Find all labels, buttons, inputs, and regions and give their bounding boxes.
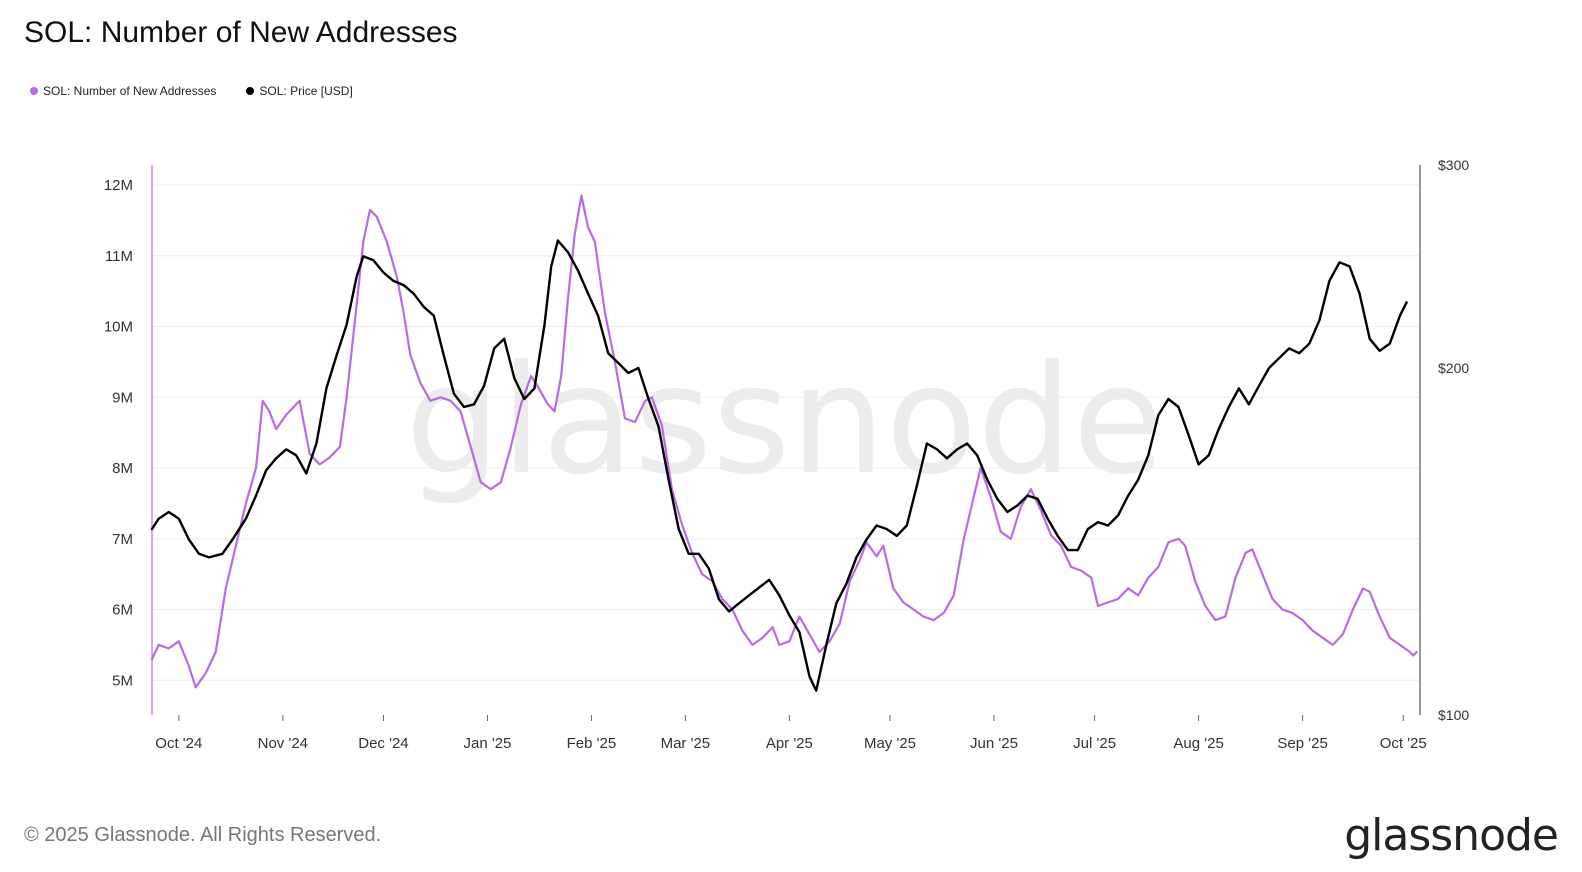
x-tick-label: Oct '25 <box>1380 735 1427 752</box>
y-left-tick-label: 10M <box>104 319 133 336</box>
x-tick-label: Sep '25 <box>1277 735 1327 752</box>
y-left-tick-label: 8M <box>112 460 133 477</box>
y-left-tick-label: 11M <box>105 248 133 265</box>
y-right-tick-label: $300 <box>1438 157 1469 173</box>
y-left-tick-label: 9M <box>112 389 133 406</box>
x-tick-label: Dec '24 <box>358 735 408 752</box>
y-right-tick-label: $200 <box>1438 360 1469 376</box>
series-line-new-addresses[interactable] <box>150 194 1418 689</box>
legend-item-new-addresses[interactable]: SOL: Number of New Addresses <box>30 84 216 98</box>
x-tick-label: Nov '24 <box>258 735 308 752</box>
y-right-tick-label: $100 <box>1438 707 1469 723</box>
y-left-tick-label: 5M <box>112 672 133 689</box>
glassnode-logo: glassnode <box>1344 810 1559 861</box>
legend-label-price: SOL: Price [USD] <box>259 84 353 98</box>
x-tick-label: Feb '25 <box>567 735 617 752</box>
y-left-tick-label: 6M <box>112 602 133 619</box>
x-tick-label: Jul '25 <box>1073 735 1116 752</box>
y-left-tick-label: 12M <box>104 177 133 194</box>
legend-swatch-price <box>246 87 255 95</box>
x-tick-label: Jun '25 <box>970 735 1018 752</box>
x-tick-label: Jan '25 <box>463 735 511 752</box>
x-tick-label: Apr '25 <box>766 735 813 752</box>
x-tick-label: Aug '25 <box>1173 735 1223 752</box>
legend: SOL: Number of New Addresses SOL: Price … <box>30 84 353 98</box>
right-y-axis: $100 $200 $300 <box>1419 157 1469 723</box>
legend-item-price[interactable]: SOL: Price [USD] <box>246 84 353 98</box>
chart-title: SOL: Number of New Addresses <box>24 16 458 49</box>
legend-swatch-new-addresses <box>30 87 38 95</box>
x-tick-label: Mar '25 <box>661 735 711 752</box>
legend-label-new-addresses: SOL: Number of New Addresses <box>43 84 217 98</box>
x-axis: Oct '24 Nov '24 Dec '24 Jan '25 Feb '25 Mar '… <box>155 715 1427 752</box>
series-line-price[interactable] <box>150 239 1408 692</box>
series-layer <box>150 194 1418 692</box>
x-tick-label: May '25 <box>864 735 916 752</box>
x-tick-label: Oct '24 <box>155 735 202 752</box>
left-y-axis: 5M 6M 7M 8M 9M 10M 11M 12M <box>104 165 153 715</box>
y-left-tick-label: 7M <box>112 531 133 548</box>
watermark: glassnode <box>405 334 1164 508</box>
copyright-footer: © 2025 Glassnode. All Rights Reserved. <box>24 824 382 846</box>
